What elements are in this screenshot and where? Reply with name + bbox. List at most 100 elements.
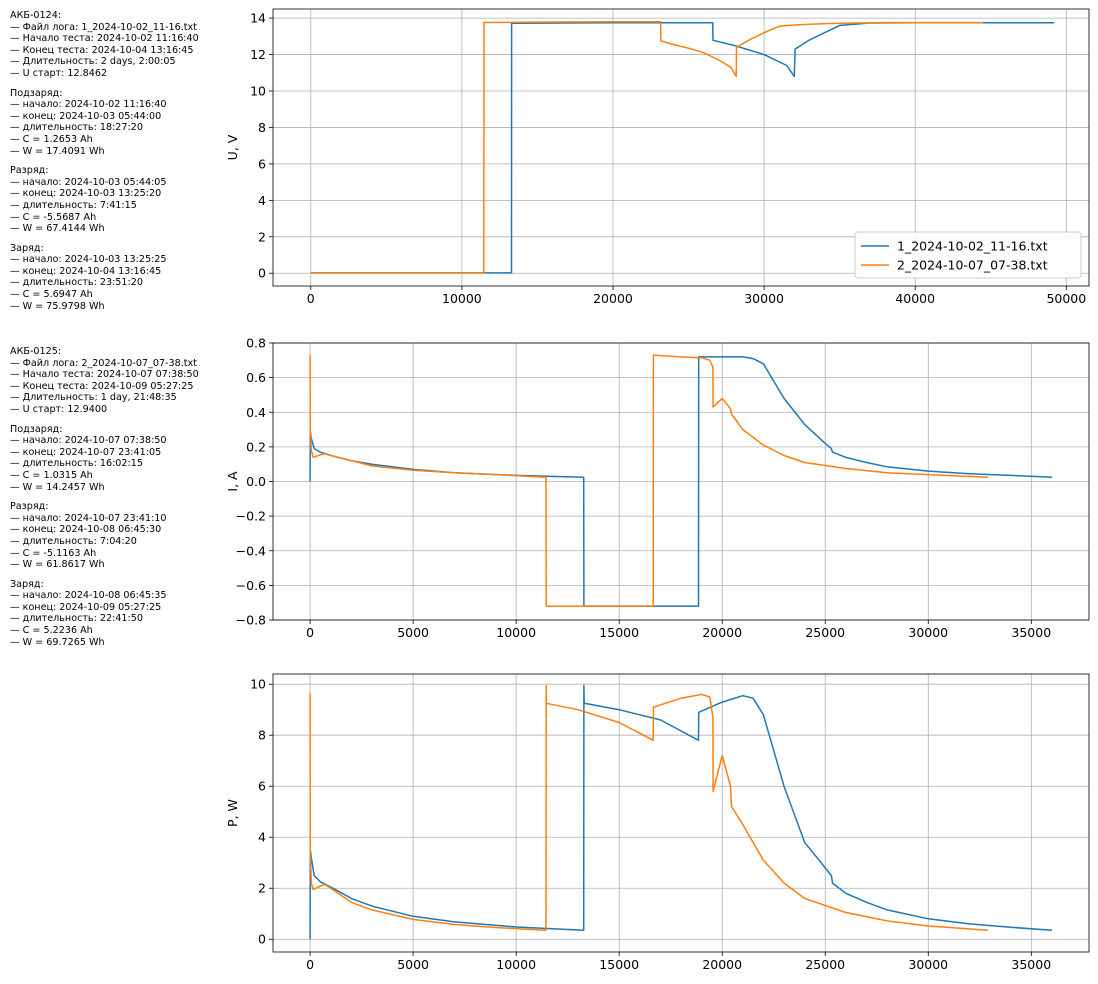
- info-section-line: — конец: 2024-10-03 13:25:20: [10, 188, 162, 200]
- x-tick-label: 0: [307, 291, 315, 306]
- x-tick-label: 25000: [805, 625, 845, 640]
- y-tick-label: 10: [250, 84, 266, 99]
- info-section-line: — длительность: 23:51:20: [10, 277, 143, 289]
- y-tick-label: 10: [250, 677, 266, 692]
- current-chart: 0 5000 10000 15000 20000 25000 30000 35000 −0.8 −…: [225, 336, 1090, 640]
- info-section-line: — W = 17.4091 Wh: [10, 145, 105, 157]
- x-tick-label: 20000: [702, 957, 742, 972]
- x-tick-label: 35000: [1011, 957, 1051, 972]
- info-section-line: — начало: 2024-10-08 06:45:35: [10, 590, 167, 602]
- info-section-line: — длительность: 16:02:15: [10, 458, 143, 470]
- x-tick-label: 20000: [702, 625, 742, 640]
- y-axis-label: I, A: [225, 471, 240, 492]
- info-section-line: — длительность: 7:41:15: [10, 199, 137, 211]
- info-section-line: — W = 75.9798 Wh: [10, 300, 105, 312]
- x-tick-label: 25000: [805, 957, 845, 972]
- y-tick-label: 0.4: [246, 405, 266, 420]
- x-tick-label: 15000: [599, 957, 639, 972]
- info-header-line: — Начало теста: 2024-10-07 07:38:50: [10, 369, 199, 381]
- y-tick-label: 8: [258, 728, 266, 743]
- plot-frame: [272, 673, 1090, 953]
- x-tick-label: 0: [306, 625, 314, 640]
- info-section-line: — C = 1.2653 Ah: [10, 133, 93, 145]
- info-section-line: — конец: 2024-10-08 06:45:30: [10, 524, 162, 536]
- plot-frame: [272, 8, 1090, 287]
- y-tick-label: 2: [258, 229, 266, 244]
- y-tick-label: 0: [258, 266, 266, 281]
- series-line-2: [309, 684, 989, 932]
- x-tick-label: 35000: [1011, 625, 1051, 640]
- x-tick-label: 30000: [908, 625, 948, 640]
- x-tick-label: 50000: [1046, 291, 1086, 306]
- y-tick-label: 0.2: [246, 439, 266, 454]
- x-tick-label: 30000: [908, 957, 948, 972]
- info-section-line: — начало: 2024-10-03 13:25:25: [10, 254, 167, 266]
- info-section-line: — конец: 2024-10-04 13:16:45: [10, 265, 162, 277]
- info-section-line: — начало: 2024-10-02 11:16:40: [10, 99, 167, 111]
- info-section-line: — C = 1.0315 Ah: [10, 469, 93, 481]
- info-section-line: — W = 69.7265 Wh: [10, 636, 105, 648]
- x-tick-label: 20000: [593, 291, 633, 306]
- info-section-line: — начало: 2024-10-07 23:41:10: [10, 512, 167, 524]
- y-axis-label: U, V: [225, 134, 240, 160]
- x-tick-label: 0: [306, 957, 314, 972]
- y-tick-label: 6: [258, 156, 266, 171]
- y-tick-label: 0.8: [246, 336, 266, 351]
- y-tick-label: −0.6: [236, 578, 266, 593]
- info-section-line: — конец: 2024-10-03 05:44:00: [10, 110, 162, 122]
- info-section-line: — C = -5.5687 Ah: [10, 211, 97, 223]
- legend-label-1: 1_2024-10-02_11-16.txt: [897, 239, 1048, 254]
- info-header-line: — Конец теста: 2024-10-04 13:16:45: [10, 44, 194, 56]
- info-section-line: Разряд:: [10, 501, 49, 513]
- y-tick-label: 2: [258, 881, 266, 896]
- info-header-line: АКБ-0125:: [10, 346, 62, 357]
- y-tick-label: 4: [258, 193, 266, 208]
- y-tick-label: 6: [258, 779, 266, 794]
- info-section-line: — W = 67.4144 Wh: [10, 223, 105, 235]
- x-tick-label: 10000: [442, 291, 482, 306]
- info-section-line: Разряд:: [10, 165, 49, 177]
- info-header-line: АКБ-0124:: [10, 10, 62, 21]
- info-section-line: Заряд:: [10, 578, 44, 590]
- y-tick-label: −0.4: [236, 543, 266, 558]
- info-section-line: — начало: 2024-10-03 05:44:05: [10, 176, 167, 188]
- x-tick-label: 40000: [895, 291, 935, 306]
- x-tick-label: 10000: [496, 625, 536, 640]
- x-tick-label: 15000: [599, 625, 639, 640]
- info-block-akb-0124: АКБ-0124: — Файл лога: 1_2024-10-02_11-16…: [10, 10, 228, 312]
- info-header-line: — Начало теста: 2024-10-02 11:16:40: [10, 33, 199, 45]
- y-tick-label: −0.8: [236, 613, 266, 628]
- series-line-2: [309, 354, 989, 607]
- series-line-1: [309, 684, 1052, 940]
- info-section-line: — длительность: 7:04:20: [10, 535, 137, 547]
- x-tick-label: 30000: [744, 291, 784, 306]
- y-tick-label: 8: [258, 120, 266, 135]
- info-section-line: — конец: 2024-10-09 05:27:25: [10, 601, 162, 613]
- x-tick-label: 5000: [397, 957, 429, 972]
- power-chart: 0 5000 10000 15000 20000 25000 30000 35000 0 2 4 6 8…: [225, 673, 1090, 972]
- y-tick-label: 0.0: [246, 474, 266, 489]
- info-section-line: Подзаряд:: [10, 423, 63, 435]
- info-section-line: — начало: 2024-10-07 07:38:50: [10, 435, 167, 447]
- info-section-line: — длительность: 22:41:50: [10, 613, 143, 625]
- x-tick-label: 10000: [496, 957, 536, 972]
- info-section-line: — W = 14.2457 Wh: [10, 481, 105, 493]
- legend-box: [854, 231, 1082, 279]
- info-section-line: — C = -5.1163 Ah: [10, 547, 97, 559]
- y-tick-label: 0.6: [246, 370, 266, 385]
- info-header-line: — Конец теста: 2024-10-09 05:27:25: [10, 380, 194, 392]
- info-header-line: — U старт: 12.8462: [10, 67, 108, 79]
- info-block-akb-0125: АКБ-0125: — Файл лога: 2_2024-10-07_07-38…: [10, 346, 228, 648]
- info-section-line: — C = 5.6947 Ah: [10, 289, 93, 301]
- info-section-line: — длительность: 18:27:20: [10, 122, 143, 134]
- info-section-line: — C = 5.2236 Ah: [10, 625, 93, 637]
- info-section-line: Подзаряд:: [10, 87, 63, 99]
- info-section-line: — W = 61.8617 Wh: [10, 559, 105, 571]
- y-axis-label: P, W: [225, 799, 240, 827]
- y-tick-label: 14: [250, 11, 266, 26]
- info-header-line: — U старт: 12.9400: [10, 403, 108, 415]
- y-tick-label: −0.2: [236, 509, 266, 524]
- info-header-line: — Файл лога: 2_2024-10-07_07-38.txt: [10, 357, 197, 369]
- info-header-line: — Файл лога: 1_2024-10-02_11-16.txt: [10, 21, 197, 33]
- y-tick-label: 0: [258, 932, 266, 947]
